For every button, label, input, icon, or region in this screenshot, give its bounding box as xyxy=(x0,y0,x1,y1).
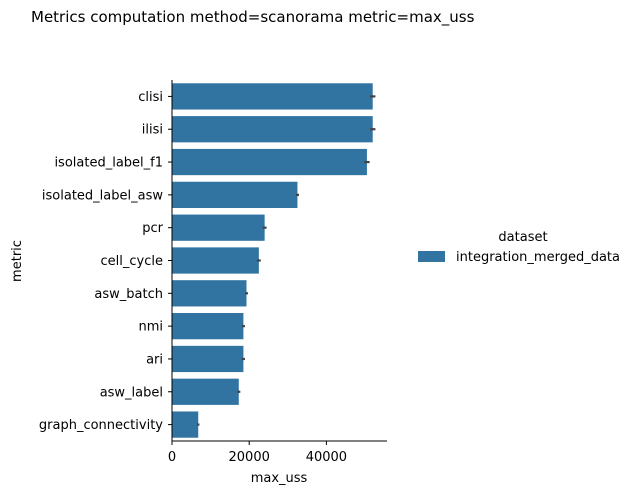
bar-clisi xyxy=(172,83,373,110)
bar-asw-label xyxy=(172,378,239,405)
x-tick-label: 20000 xyxy=(229,450,270,465)
y-tick-label: cell_cycle xyxy=(101,254,163,269)
bar-graph-connectivity xyxy=(172,411,199,438)
y-tick-label: nmi xyxy=(138,320,163,335)
x-ticks: 0 20000 40000 xyxy=(168,441,347,465)
legend: dataset integration_merged_data xyxy=(418,230,620,265)
bar-pcr xyxy=(172,214,265,241)
bar-ilisi xyxy=(172,116,373,143)
legend-label: integration_merged_data xyxy=(456,250,620,265)
x-axis-label: max_uss xyxy=(251,471,308,486)
y-tick-label: graph_connectivity xyxy=(39,418,163,433)
bars-layer xyxy=(172,83,373,438)
bar-isolated-label-asw xyxy=(172,181,298,208)
bar-ari xyxy=(172,345,244,373)
legend-title: dataset xyxy=(498,230,547,245)
y-tick-label: asw_batch xyxy=(94,287,163,302)
x-tick-label: 40000 xyxy=(306,450,347,465)
y-ticks: clisi ilisi isolated_label_f1 isolated_labe… xyxy=(39,90,172,433)
y-tick-label: ilisi xyxy=(142,123,163,138)
y-tick-label: pcr xyxy=(142,221,163,236)
y-tick-label: ari xyxy=(146,352,163,367)
bar-cell-cycle xyxy=(172,247,259,274)
legend-swatch xyxy=(418,251,445,262)
x-tick-label: 0 xyxy=(168,450,176,465)
bar-asw-batch xyxy=(172,280,247,307)
chart-title: Metrics computation method=scanorama met… xyxy=(31,8,475,27)
y-tick-label: isolated_label_f1 xyxy=(54,156,163,171)
bar-isolated-label-f1 xyxy=(172,148,367,176)
y-tick-label: clisi xyxy=(138,90,163,105)
error-bars-layer xyxy=(197,95,376,426)
y-axis-label: metric xyxy=(10,240,25,282)
y-tick-label: isolated_label_asw xyxy=(42,188,163,203)
y-tick-label: asw_label xyxy=(100,385,163,400)
bar-nmi xyxy=(172,313,244,340)
